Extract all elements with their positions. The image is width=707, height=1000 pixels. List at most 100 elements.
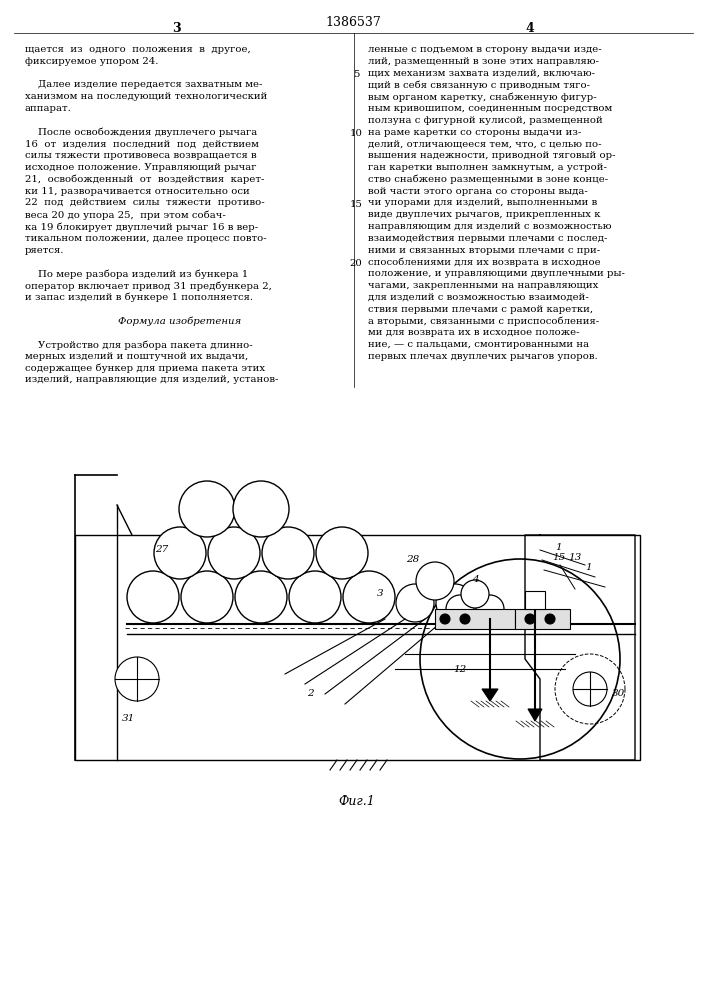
Text: ным кривошипом, соединенным посредством: ным кривошипом, соединенным посредством xyxy=(368,104,612,113)
Text: вой части этого органа со стороны выда-: вой части этого органа со стороны выда- xyxy=(368,187,588,196)
Circle shape xyxy=(476,595,504,623)
Circle shape xyxy=(573,672,607,706)
Text: 15: 15 xyxy=(349,200,363,209)
Text: мерных изделий и поштучной их выдачи,: мерных изделий и поштучной их выдачи, xyxy=(25,352,248,361)
Text: 5: 5 xyxy=(353,70,359,79)
Text: веса 20 до упора 25,  при этом собач-: веса 20 до упора 25, при этом собач- xyxy=(25,210,226,220)
Circle shape xyxy=(154,527,206,579)
Text: 31: 31 xyxy=(122,714,136,723)
Text: направляющим для изделий с возможностью: направляющим для изделий с возможностью xyxy=(368,222,612,231)
Polygon shape xyxy=(482,689,498,701)
Text: 22  под  действием  силы  тяжести  противо-: 22 под действием силы тяжести противо- xyxy=(25,198,264,207)
Text: щих механизм захвата изделий, включаю-: щих механизм захвата изделий, включаю- xyxy=(368,69,595,78)
Circle shape xyxy=(115,657,159,701)
Text: 13: 13 xyxy=(568,554,581,562)
Circle shape xyxy=(181,571,233,623)
Text: По мере разбора изделий из бункера 1: По мере разбора изделий из бункера 1 xyxy=(25,269,248,279)
Text: чи упорами для изделий, выполненными в: чи упорами для изделий, выполненными в xyxy=(368,198,597,207)
Text: 4: 4 xyxy=(526,22,534,35)
Text: делий, отличающееся тем, что, с целью по-: делий, отличающееся тем, что, с целью по… xyxy=(368,139,602,148)
Text: 2: 2 xyxy=(307,690,313,698)
Text: тикальном положении, далее процесс повто-: тикальном положении, далее процесс повто… xyxy=(25,234,267,243)
Circle shape xyxy=(262,527,314,579)
Text: ка 19 блокирует двуплечий рычаг 16 в вер-: ка 19 блокирует двуплечий рычаг 16 в вер… xyxy=(25,222,258,232)
Circle shape xyxy=(545,614,555,624)
Text: 1386537: 1386537 xyxy=(326,16,381,29)
Text: ки 11, разворачивается относительно оси: ки 11, разворачивается относительно оси xyxy=(25,187,250,196)
Text: ство снабжено размещенными в зоне конце-: ство снабжено размещенными в зоне конце- xyxy=(368,175,608,184)
Circle shape xyxy=(440,614,450,624)
Bar xyxy=(515,609,570,629)
Circle shape xyxy=(396,584,434,622)
Circle shape xyxy=(460,614,470,624)
Text: ствия первыми плечами с рамой каретки,: ствия первыми плечами с рамой каретки, xyxy=(368,305,593,314)
Text: Устройство для разбора пакета длинно-: Устройство для разбора пакета длинно- xyxy=(25,340,252,350)
Text: ползуна с фигурной кулисой, размещенной: ползуна с фигурной кулисой, размещенной xyxy=(368,116,603,125)
Text: 1: 1 xyxy=(555,542,561,552)
Text: 27: 27 xyxy=(155,546,168,554)
Circle shape xyxy=(235,571,287,623)
Text: 12: 12 xyxy=(453,664,467,674)
Text: ханизмом на последующий технологический: ханизмом на последующий технологический xyxy=(25,92,267,101)
Text: на раме каретки со стороны выдачи из-: на раме каретки со стороны выдачи из- xyxy=(368,128,581,137)
Text: 3: 3 xyxy=(173,22,181,35)
Circle shape xyxy=(233,481,289,537)
Text: изделий, направляющие для изделий, установ-: изделий, направляющие для изделий, устан… xyxy=(25,375,279,384)
Circle shape xyxy=(127,571,179,623)
Text: Формула изобретения: Формула изобретения xyxy=(118,316,242,326)
Text: исходное положение. Управляющий рычаг: исходное положение. Управляющий рычаг xyxy=(25,163,257,172)
Circle shape xyxy=(420,559,620,759)
Text: 21,  освобожденный  от  воздействия  карет-: 21, освобожденный от воздействия карет- xyxy=(25,175,264,184)
Circle shape xyxy=(446,595,474,623)
Text: 1: 1 xyxy=(585,564,592,572)
Text: аппарат.: аппарат. xyxy=(25,104,72,113)
Text: положение, и управляющими двуплечными ры-: положение, и управляющими двуплечными ры… xyxy=(368,269,625,278)
Text: 30: 30 xyxy=(612,690,625,698)
Circle shape xyxy=(436,584,474,622)
Circle shape xyxy=(316,527,368,579)
Text: ние, — с пальцами, смонтированными на: ние, — с пальцами, смонтированными на xyxy=(368,340,589,349)
Circle shape xyxy=(461,580,489,608)
Text: первых плечах двуплечих рычагов упоров.: первых плечах двуплечих рычагов упоров. xyxy=(368,352,597,361)
Text: способлениями для их возврата в исходное: способлениями для их возврата в исходное xyxy=(368,257,601,267)
Text: взаимодействия первыми плечами с послед-: взаимодействия первыми плечами с послед- xyxy=(368,234,607,243)
Text: щается  из  одного  положения  в  другое,: щается из одного положения в другое, xyxy=(25,45,251,54)
Text: 20: 20 xyxy=(350,259,363,268)
Text: После освобождения двуплечего рычага: После освобождения двуплечего рычага xyxy=(25,128,257,137)
Text: 3: 3 xyxy=(377,589,383,598)
Text: вым органом каретку, снабженную фигур-: вым органом каретку, снабженную фигур- xyxy=(368,92,597,102)
Text: 4: 4 xyxy=(472,576,479,584)
Text: а вторыми, связанными с приспособления-: а вторыми, связанными с приспособления- xyxy=(368,316,599,326)
Text: силы тяжести противовеса возвращается в: силы тяжести противовеса возвращается в xyxy=(25,151,257,160)
Text: чагами, закрепленными на направляющих: чагами, закрепленными на направляющих xyxy=(368,281,598,290)
Text: ряется.: ряется. xyxy=(25,246,64,255)
Circle shape xyxy=(289,571,341,623)
Text: ленные с подъемом в сторону выдачи изде-: ленные с подъемом в сторону выдачи изде- xyxy=(368,45,602,54)
Text: лий, размещенный в зоне этих направляю-: лий, размещенный в зоне этих направляю- xyxy=(368,57,599,66)
Bar xyxy=(525,591,545,609)
Circle shape xyxy=(416,562,454,600)
Text: ними и связанных вторыми плечами с при-: ними и связанных вторыми плечами с при- xyxy=(368,246,600,255)
Text: ми для возврата их в исходное положе-: ми для возврата их в исходное положе- xyxy=(368,328,580,337)
Text: щий в себя связанную с приводным тяго-: щий в себя связанную с приводным тяго- xyxy=(368,80,590,90)
Text: Фиг.1: Фиг.1 xyxy=(339,795,375,808)
Text: 15: 15 xyxy=(552,552,566,562)
Text: вышения надежности, приводной тяговый ор-: вышения надежности, приводной тяговый ор… xyxy=(368,151,616,160)
Text: и запас изделий в бункере 1 пополняется.: и запас изделий в бункере 1 пополняется. xyxy=(25,293,253,302)
Bar xyxy=(435,609,515,629)
Bar xyxy=(75,535,640,760)
Text: 16  от  изделия  последний  под  действием: 16 от изделия последний под действием xyxy=(25,139,259,148)
Text: Далее изделие передается захватным ме-: Далее изделие передается захватным ме- xyxy=(25,80,262,89)
Circle shape xyxy=(179,481,235,537)
Text: 28: 28 xyxy=(407,556,420,564)
Circle shape xyxy=(343,571,395,623)
Circle shape xyxy=(525,614,535,624)
Polygon shape xyxy=(528,709,542,721)
Text: оператор включает привод 31 предбункера 2,: оператор включает привод 31 предбункера … xyxy=(25,281,272,291)
Text: для изделий с возможностью взаимодей-: для изделий с возможностью взаимодей- xyxy=(368,293,589,302)
Text: виде двуплечих рычагов, прикрепленных к: виде двуплечих рычагов, прикрепленных к xyxy=(368,210,600,219)
Text: содержащее бункер для приема пакета этих: содержащее бункер для приема пакета этих xyxy=(25,364,265,373)
Text: фиксируемое упором 24.: фиксируемое упором 24. xyxy=(25,57,158,66)
Circle shape xyxy=(208,527,260,579)
Text: ган каретки выполнен замкнутым, а устрой-: ган каретки выполнен замкнутым, а устрой… xyxy=(368,163,607,172)
